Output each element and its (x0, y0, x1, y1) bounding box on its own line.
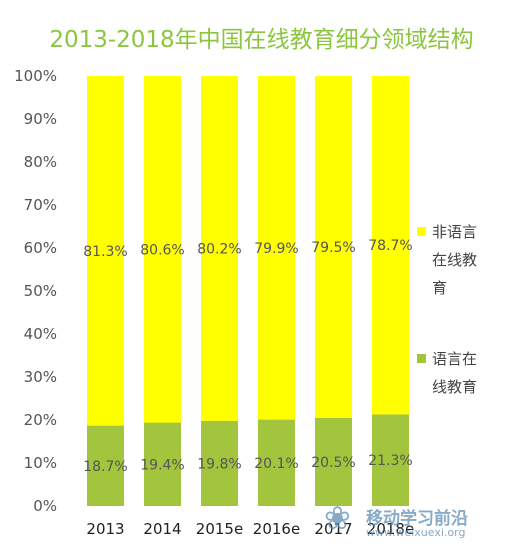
bar-segment-non-language (201, 76, 238, 421)
y-tick-label: 70% (24, 196, 57, 214)
legend-label-line: 语言在 (432, 350, 478, 368)
y-tick-label: 10% (24, 454, 57, 472)
x-tick-label: 2016e (253, 520, 300, 538)
data-label: 78.7% (368, 238, 412, 254)
data-label: 20.5% (311, 455, 355, 471)
x-tick-label: 2013 (86, 520, 124, 538)
bar-segment-non-language (87, 76, 124, 426)
bar-segment-language (315, 417, 352, 506)
y-tick-label: 60% (24, 239, 57, 257)
data-label: 79.9% (254, 241, 298, 257)
y-tick-label: 20% (24, 411, 57, 429)
legend-label-line: 线教育 (432, 378, 478, 396)
y-tick-label: 40% (24, 325, 57, 343)
bar-segment-non-language (315, 76, 352, 418)
y-tick-label: 100% (14, 67, 57, 85)
x-tick-label: 2014 (143, 520, 181, 538)
y-tick-label: 30% (24, 368, 57, 386)
bar-segment-language (372, 414, 409, 506)
data-label: 21.3% (368, 453, 412, 469)
watermark-text: 移动学习前沿 (366, 509, 468, 529)
data-label: 18.7% (83, 459, 127, 475)
data-label: 20.1% (254, 456, 298, 472)
bar-segment-non-language (258, 76, 295, 420)
legend-swatch-non-language (417, 227, 426, 236)
bar-segment-language (201, 420, 238, 506)
bar-segment-non-language (144, 76, 181, 423)
data-labels: 18.7% 81.3% 19.4% 80.6% 19.8% 80.2% 20.1% 79.9%… (83, 238, 412, 475)
data-label: 19.4% (140, 457, 184, 473)
bar-segment-language (144, 422, 181, 506)
y-tick-label: 50% (24, 282, 57, 300)
chart-title: 2013-2018年中国在线教育细分领域结构 (49, 27, 474, 53)
y-tick-label: 90% (24, 110, 57, 128)
legend-label-line: 非语言 (432, 223, 478, 241)
watermark-url: www.weixuexi.org (366, 526, 466, 539)
data-label: 81.3% (83, 244, 127, 260)
x-tick-label: 2018e (367, 520, 414, 538)
x-tick-label: 2015e (196, 520, 243, 538)
data-label: 80.2% (197, 241, 241, 257)
y-tick-label: 0% (33, 497, 57, 515)
weixuexi-logo-icon: ❀ (324, 499, 351, 537)
legend-swatch-language (417, 354, 426, 363)
x-tick-label: 2017 (314, 520, 352, 538)
data-label: 79.5% (311, 240, 355, 256)
legend-label-line: 在线教 (432, 251, 478, 269)
y-tick-label: 80% (24, 153, 57, 171)
x-axis: 2013 2014 2015e 2016e 2017 2018e (86, 520, 414, 538)
data-label: 19.8% (197, 456, 241, 472)
data-label: 80.6% (140, 242, 184, 258)
legend-item-language: 语言在 线教育 (417, 345, 517, 401)
y-axis: 0% 10% 20% 30% 40% 50% 60% 70% 80% 90% 100% (14, 67, 57, 515)
bar-segment-non-language (372, 76, 409, 415)
legend-item-non-language: 非语言 在线教 育 (417, 218, 517, 302)
legend-label-line: 育 (432, 279, 448, 297)
bar-segment-language (258, 419, 295, 506)
bars (87, 76, 409, 506)
watermark: ❀ 移动学习前沿 www.weixuexi.org (322, 498, 522, 548)
bar-segment-language (87, 425, 124, 506)
